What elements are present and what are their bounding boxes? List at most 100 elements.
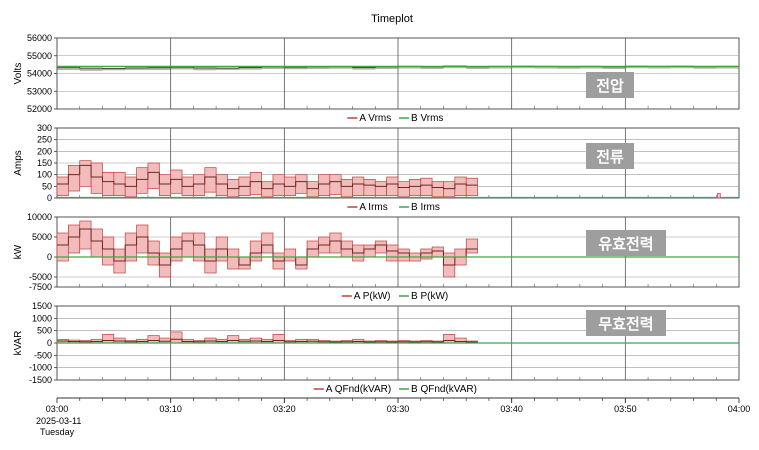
band-bar: [465, 238, 478, 254]
legend-label-b: B P(kW): [411, 291, 448, 302]
series-line-a: [57, 164, 478, 190]
band-bar: [602, 66, 626, 69]
band-bar: [204, 167, 217, 193]
band-bar: [90, 228, 103, 258]
y-tick-label: 54000: [27, 69, 52, 79]
y-tick-label: 56000: [27, 33, 52, 43]
band-bar: [397, 248, 410, 262]
band-bar: [386, 176, 399, 197]
panel-tag-bg: [586, 230, 666, 256]
y-tick-label: 50: [42, 181, 52, 191]
x-tick-label: 03:00: [46, 404, 69, 414]
band-bar: [465, 177, 478, 197]
legend: A Vrms B Vrms: [347, 113, 443, 124]
legend: A P(kW) B P(kW): [341, 291, 448, 302]
band-bar: [329, 232, 342, 254]
band-bar: [249, 171, 262, 195]
y-tick-label: 5000: [32, 232, 52, 242]
y-tick-label: 150: [37, 158, 52, 168]
band-bar: [124, 176, 137, 198]
y-tick-label: 55000: [27, 51, 52, 61]
y-tick-label: 53000: [27, 86, 52, 96]
band-bar: [102, 334, 115, 344]
band-bar: [295, 256, 308, 270]
band-bar: [363, 178, 376, 197]
band-bar: [307, 66, 330, 69]
band-bar: [670, 66, 694, 69]
panel-tag-bg: [586, 72, 634, 98]
y-tick-label: 0: [47, 252, 52, 262]
band-bar: [158, 174, 172, 197]
band-bar: [102, 171, 115, 197]
band-bar: [170, 169, 183, 194]
band-bar: [272, 174, 285, 197]
band-bar: [125, 67, 148, 70]
band-bar: [374, 240, 387, 254]
legend-label-a: A QFnd(kVAR): [326, 384, 391, 395]
band-bar: [193, 67, 217, 71]
panel-tag-bg: [586, 143, 634, 169]
band-bar: [443, 181, 456, 198]
band-bar: [374, 181, 387, 197]
panel-tag: 유효전력: [598, 235, 653, 253]
band-bar: [352, 176, 365, 197]
band-bar: [488, 66, 512, 69]
x-tick-label: 03:10: [159, 404, 182, 414]
band-bar: [397, 181, 410, 198]
x-tick-label: 03:40: [500, 404, 523, 414]
band-bar: [693, 66, 717, 69]
band-bar: [249, 240, 262, 262]
band-bar: [57, 67, 80, 70]
band-bar: [170, 331, 183, 344]
band-bar: [340, 178, 353, 198]
x-axis: 03:00 03:10 03:20 03:30 03:40 03:50 04:00: [46, 397, 751, 414]
band-bar: [102, 68, 126, 71]
band-bar: [420, 66, 444, 69]
band-bar: [579, 66, 603, 69]
x-tick-label: 04:00: [728, 404, 751, 414]
band-bar: [215, 174, 228, 197]
band-bar: [648, 66, 671, 69]
band-bar: [557, 66, 580, 69]
band-bar: [102, 236, 115, 266]
legend: A QFnd(kVAR) B QFnd(kVAR): [313, 384, 477, 395]
band-bar: [56, 176, 69, 197]
band-bar: [295, 174, 308, 194]
band-bar: [534, 66, 558, 69]
band-bar: [283, 248, 297, 262]
y-tick-label: -7500: [29, 282, 52, 292]
y-tick-label: -1500: [29, 375, 52, 385]
band-bar: [318, 174, 331, 197]
band-bar: [147, 335, 160, 344]
y-axis-label: kW: [13, 244, 24, 259]
band-bar: [136, 224, 149, 254]
band-bar: [431, 181, 444, 198]
series-line-a: [57, 338, 478, 343]
y-tick-label: 0: [47, 338, 52, 348]
x-axis-date: 2025-03-11: [36, 416, 81, 426]
band-bar: [466, 66, 489, 69]
band-bar: [170, 67, 194, 70]
y-tick-label: -1000: [29, 363, 52, 373]
x-tick-label: 03:20: [273, 404, 296, 414]
y-tick-label: 500: [37, 326, 52, 336]
band-bar: [625, 66, 649, 69]
x-tick-label: 03:30: [387, 404, 410, 414]
band-bar: [454, 337, 467, 344]
band-bar: [68, 164, 81, 192]
band-bar: [181, 232, 194, 258]
y-tick-label: 200: [37, 146, 52, 156]
band-bar: [90, 162, 103, 194]
legend-label-b: B Irms: [411, 202, 440, 213]
y-axis-label: Amps: [13, 150, 24, 176]
band-bar: [238, 256, 251, 270]
panel-2: 10000 5000 0 -5000-7500 kW 유효전력 A P(kW) B P(kW): [13, 212, 740, 302]
band-bar: [398, 66, 421, 69]
band-bar: [158, 337, 172, 344]
series-spike: [717, 193, 721, 199]
band-bar: [420, 177, 433, 197]
band-bar: [79, 220, 92, 250]
legend-label-b: B QFnd(kVAR): [411, 384, 477, 395]
y-tick-label: 100: [37, 170, 52, 180]
band-bar: [147, 67, 171, 70]
